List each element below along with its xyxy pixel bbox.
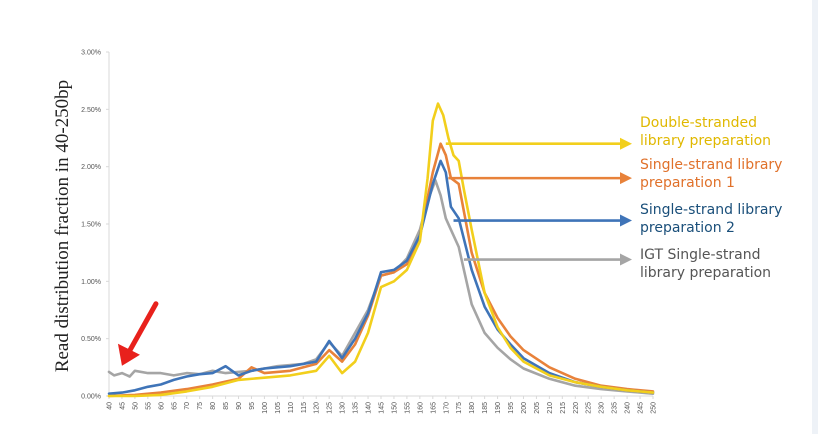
x-tick-label: 210	[547, 402, 554, 414]
y-tick-label: 3.00%	[81, 50, 101, 57]
x-tick-label: 215	[560, 402, 567, 414]
x-tick-label: 225	[586, 402, 593, 414]
legend-label: library preparation	[640, 265, 771, 281]
x-tick-label: 145	[379, 402, 386, 414]
x-tick-label: 180	[469, 402, 476, 414]
x-tick-label: 235	[612, 402, 619, 414]
series-line	[107, 142, 655, 398]
legend-arrow-head	[620, 214, 632, 227]
series-lines	[107, 102, 655, 398]
y-axis-label: Read distribution fraction in 40-250bp	[52, 80, 73, 372]
x-tick-label: 100	[262, 402, 269, 414]
legend-labels: Double-stranded library preparation Single…	[640, 115, 782, 281]
x-tick-label: 50	[132, 402, 139, 410]
y-tick-label: 2.00%	[81, 164, 101, 171]
legend-arrow-head	[620, 253, 632, 266]
legend-label: preparation 2	[640, 220, 735, 236]
x-tick-label: 40	[107, 402, 114, 410]
x-tick-label: 220	[573, 402, 580, 414]
red-arrow-head	[117, 343, 140, 366]
legend-label: preparation 1	[640, 175, 735, 191]
series-line	[107, 159, 655, 395]
series-line	[107, 179, 655, 395]
x-tick-label: 135	[353, 402, 360, 414]
x-tick-label: 110	[288, 402, 295, 413]
x-tick-label: 125	[327, 402, 334, 414]
x-tick-label: 150	[391, 402, 398, 414]
x-tick-label: 95	[249, 402, 256, 410]
x-tick-label: 245	[638, 402, 645, 414]
y-tick-label: 0.00%	[81, 394, 101, 401]
y-axis-ticks: 0.00% 0.50% 1.00% 1.50% 2.00% 2.50% 3.00%	[81, 50, 109, 401]
series-line	[107, 102, 655, 398]
legend-arrow-head	[620, 172, 632, 185]
x-tick-label: 250	[651, 402, 658, 414]
x-tick-label: 70	[184, 402, 191, 410]
x-tick-label: 155	[404, 402, 411, 414]
x-tick-label: 205	[534, 402, 541, 414]
x-axis-ticks: 40 45 50 55 60 65 70 75 80 85 90 95 100 105 110 115 120 1…	[107, 396, 658, 414]
x-tick-label: 85	[223, 402, 230, 410]
x-tick-label: 160	[417, 402, 424, 414]
y-tick-label: 1.50%	[81, 222, 101, 229]
legend-label: Single-strand library	[640, 157, 782, 173]
right-edge-strip	[812, 0, 818, 434]
x-tick-label: 170	[443, 402, 450, 414]
x-tick-label: 175	[456, 402, 463, 414]
chart-axes	[108, 52, 653, 397]
legend-label: Double-stranded	[640, 115, 757, 131]
y-tick-label: 2.50%	[81, 107, 101, 114]
x-tick-label: 195	[508, 402, 515, 414]
x-tick-label: 120	[314, 402, 321, 414]
x-tick-label: 65	[171, 402, 178, 410]
legend-label: library preparation	[640, 133, 771, 149]
x-tick-label: 60	[158, 402, 165, 410]
legend-label: Single-strand library	[640, 202, 782, 218]
x-tick-label: 45	[119, 402, 126, 410]
x-tick-label: 90	[236, 402, 243, 410]
x-tick-label: 115	[301, 402, 308, 413]
x-tick-label: 190	[495, 402, 502, 414]
x-tick-label: 200	[521, 402, 528, 414]
legend-arrows	[445, 137, 632, 266]
x-tick-label: 75	[197, 402, 204, 410]
red-arrow-shaft	[125, 301, 159, 357]
x-tick-label: 130	[340, 402, 347, 414]
x-tick-label: 165	[430, 402, 437, 414]
legend-arrow-head	[620, 137, 632, 150]
x-tick-label: 185	[482, 402, 489, 414]
x-tick-label: 230	[599, 402, 606, 414]
x-tick-label: 140	[366, 402, 373, 414]
x-tick-label: 240	[625, 402, 632, 414]
y-tick-label: 1.00%	[81, 279, 101, 286]
x-tick-label: 105	[275, 402, 282, 414]
x-tick-label: 80	[210, 402, 217, 410]
red-annotation-arrow	[117, 301, 159, 366]
legend-label: IGT Single-strand	[640, 247, 760, 263]
x-tick-label: 55	[145, 402, 152, 410]
y-tick-label: 0.50%	[81, 336, 101, 343]
